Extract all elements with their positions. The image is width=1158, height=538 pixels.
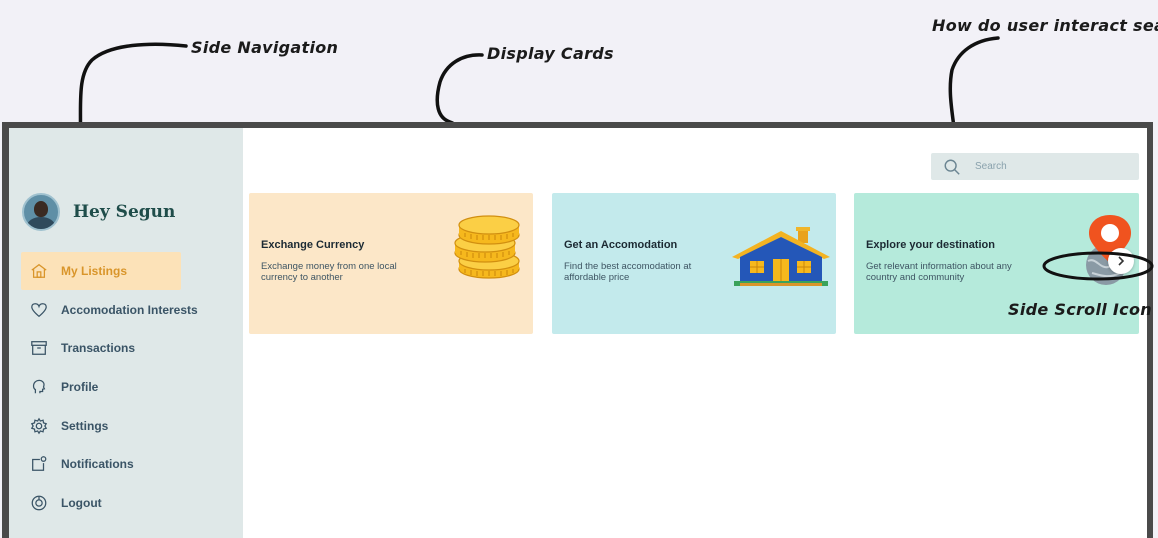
sidebar-item-label: My Listings	[61, 264, 128, 278]
side-navigation: Hey Segun My Listings Accomodation Inter…	[9, 128, 243, 538]
sidebar-item-transactions[interactable]: Transactions	[9, 329, 243, 367]
sidebar-item-label: Notifications	[61, 457, 134, 472]
card-description: Find the best accomodation at affordable…	[564, 261, 692, 283]
card-exchange-currency[interactable]: Exchange Currency Exchange money from on…	[249, 193, 533, 334]
home-icon	[29, 261, 49, 281]
sidebar-item-label: Settings	[61, 418, 109, 433]
greeting-text: Hey Segun	[73, 202, 176, 222]
sidebar-item-label: Transactions	[61, 341, 136, 356]
nav-menu: My Listings Accomodation Interests Trans…	[9, 252, 243, 522]
bell-notification-icon	[29, 454, 49, 474]
annotation-display-cards: Display Cards	[487, 44, 614, 63]
card-title: Explore your destination	[866, 239, 995, 251]
search-input[interactable]	[975, 161, 1125, 172]
annotation-search: How do user interact search	[932, 16, 1158, 35]
sidebar-item-notifications[interactable]: Notifications	[9, 445, 243, 483]
card-description: Exchange money from one local currency t…	[261, 261, 397, 283]
sidebar-item-label: Accomodation Interests	[61, 302, 198, 317]
card-description: Get relevant information about any count…	[866, 261, 1012, 283]
sidebar-item-settings[interactable]: Settings	[9, 407, 243, 445]
chevron-right-icon	[1118, 256, 1125, 266]
sidebar-item-label: Logout	[61, 496, 102, 511]
sidebar-item-accomodation-interests[interactable]: Accomodation Interests	[9, 291, 243, 329]
user-greeting: Hey Segun	[9, 192, 243, 232]
archive-box-icon	[29, 338, 49, 358]
coins-stack-icon	[454, 215, 520, 279]
card-title: Exchange Currency	[261, 239, 365, 251]
side-scroll-button[interactable]	[1108, 248, 1134, 274]
search-bar[interactable]	[931, 153, 1139, 180]
sidebar-item-label: Profile	[61, 380, 99, 395]
avatar[interactable]	[22, 193, 60, 231]
sidebar-item-my-listings[interactable]: My Listings	[21, 252, 181, 290]
card-get-accomodation[interactable]: Get an Accomodation Find the best accomo…	[552, 193, 836, 334]
profile-head-icon	[29, 377, 49, 397]
heart-icon	[29, 300, 49, 320]
house-icon	[732, 227, 830, 286]
card-title: Get an Accomodation	[564, 239, 678, 251]
sidebar-item-profile[interactable]: Profile	[9, 368, 243, 406]
sidebar-item-logout[interactable]: Logout	[9, 484, 243, 522]
annotation-side-navigation: Side Navigation	[191, 38, 339, 57]
app-window-frame: Hey Segun My Listings Accomodation Inter…	[2, 122, 1153, 538]
main-content: Exchange Currency Exchange money from on…	[243, 128, 1147, 538]
gear-icon	[29, 416, 49, 436]
power-icon	[29, 493, 49, 513]
app-window: Hey Segun My Listings Accomodation Inter…	[9, 128, 1147, 538]
annotation-side-scroll: Side Scroll Icon	[1008, 300, 1152, 319]
search-icon	[944, 159, 960, 175]
